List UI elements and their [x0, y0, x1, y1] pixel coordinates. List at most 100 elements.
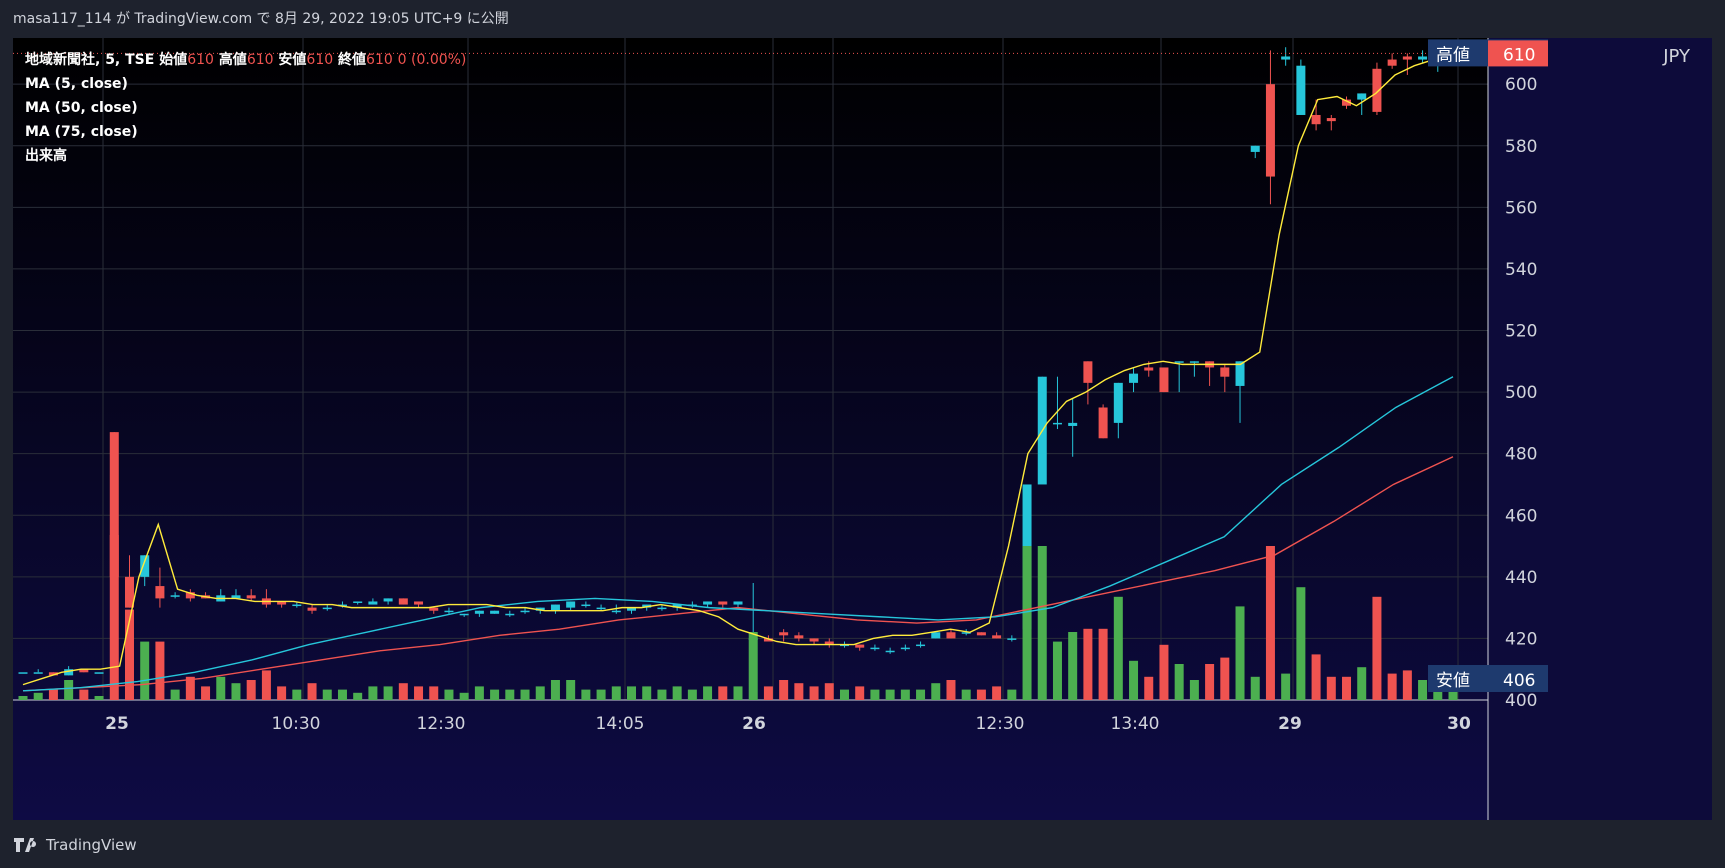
volume-bar [581, 689, 591, 700]
candle-body [520, 610, 530, 613]
candle-body [1189, 361, 1199, 363]
time-tick-label: 13:40 [1111, 714, 1160, 734]
volume-bar [109, 535, 119, 700]
ma75-line [22, 456, 1454, 692]
candle-body [1250, 145, 1260, 152]
volume-bar [414, 686, 424, 700]
candle-body [1159, 367, 1169, 393]
legend-ma5[interactable]: MA (5, close) [25, 76, 128, 92]
volume-bar [474, 686, 484, 700]
chart-frame[interactable]: 600580560540520500480460440420400高値61061… [13, 38, 1712, 820]
volume-bar [946, 680, 956, 700]
legend-volume[interactable]: 出来高 [25, 148, 67, 164]
volume-bar [611, 686, 621, 700]
legend-ma75[interactable]: MA (75, close) [25, 124, 138, 140]
candle-body [1174, 361, 1184, 363]
time-tick-label: 10:30 [272, 714, 321, 734]
volume-bar [170, 689, 180, 700]
candle-body [611, 610, 621, 613]
volume-bar [368, 686, 378, 700]
candle-body [490, 610, 500, 614]
candle-body [459, 613, 469, 616]
volume-bar [140, 641, 150, 700]
legend-low-label: 安値 [278, 52, 307, 68]
candle-body [961, 632, 971, 634]
volume-bar [916, 689, 926, 700]
volume-bar [1372, 596, 1382, 700]
candle-body [1296, 65, 1306, 115]
volume-bar [703, 686, 713, 700]
high-tag-label-box [1428, 39, 1488, 67]
candle-body [79, 669, 89, 673]
candle-body [1372, 68, 1382, 112]
candle-body [992, 635, 1002, 639]
volume-bar [1342, 676, 1352, 700]
low-tag-value-box [1488, 665, 1548, 692]
volume-bar [748, 632, 758, 700]
volume-bar [505, 689, 515, 700]
volume-bar [855, 686, 865, 700]
volume-bar [1189, 680, 1199, 700]
volume-bar [1235, 606, 1245, 700]
candle-body [1144, 367, 1154, 371]
volume-bar [809, 686, 819, 700]
candle-body [1311, 114, 1321, 125]
price-tick-label: 540 [1505, 260, 1537, 280]
candle-body [368, 601, 378, 605]
chart-canvas[interactable]: 600580560540520500480460440420400高値61061… [13, 38, 1712, 820]
candle-body [246, 595, 256, 599]
volume-bar [1220, 657, 1230, 700]
volume-bar [490, 689, 500, 700]
price-tick-label: 420 [1505, 629, 1537, 649]
candle-body [535, 607, 545, 611]
volume-bar [1159, 644, 1169, 700]
candle-body [1281, 56, 1291, 60]
candle-body [885, 650, 895, 653]
volume-bar [79, 689, 89, 700]
volume-bar [1387, 673, 1397, 700]
volume-bar [155, 641, 165, 700]
volume-bar [398, 683, 408, 700]
candle-body [307, 607, 317, 611]
price-tick-label: 440 [1505, 568, 1537, 588]
volume-bar [642, 686, 652, 700]
last-price-tag-value: 610 [1503, 45, 1535, 65]
volume-bar [64, 680, 74, 700]
volume-bar [1418, 680, 1428, 700]
candle-body [946, 632, 956, 639]
volume-bar [763, 686, 773, 700]
volume-bar [520, 689, 530, 700]
candle-body [855, 644, 865, 648]
candle-body [1129, 373, 1139, 383]
volume-bar [1281, 673, 1291, 700]
volume-bar [718, 686, 728, 700]
volume-bar [383, 686, 393, 700]
candle-body [383, 598, 393, 602]
candle-body [916, 644, 926, 647]
legend-high-label: 高値 [218, 52, 247, 68]
ma5-line [22, 52, 1454, 686]
candle-body [429, 607, 439, 611]
candle-body [976, 632, 986, 636]
currency-label[interactable]: JPY [1663, 46, 1690, 67]
legend-change: 0 (0.00%) [397, 52, 467, 68]
volume-bar [535, 686, 545, 700]
publish-info: masa117_114 が TradingView.com で 8月 29, 2… [13, 11, 509, 27]
price-tick-label: 600 [1505, 75, 1537, 95]
candle-body [109, 432, 119, 577]
volume-bar [337, 689, 347, 700]
candle-body [353, 601, 363, 603]
candle-body [48, 672, 58, 676]
volume-bar [1129, 660, 1139, 700]
candle-body [763, 638, 773, 642]
legend-symbol[interactable]: 地域新聞社, 5, TSE [25, 52, 155, 68]
candle-body [1098, 407, 1108, 439]
candle-body [185, 592, 195, 599]
volume-bar [1357, 667, 1367, 700]
footer-brand[interactable]: TradingView [14, 836, 137, 854]
candle-body [839, 644, 849, 647]
volume-bar [124, 609, 134, 700]
candle-body [1235, 361, 1245, 386]
candle-body [155, 586, 165, 599]
legend-ma50[interactable]: MA (50, close) [25, 100, 138, 116]
